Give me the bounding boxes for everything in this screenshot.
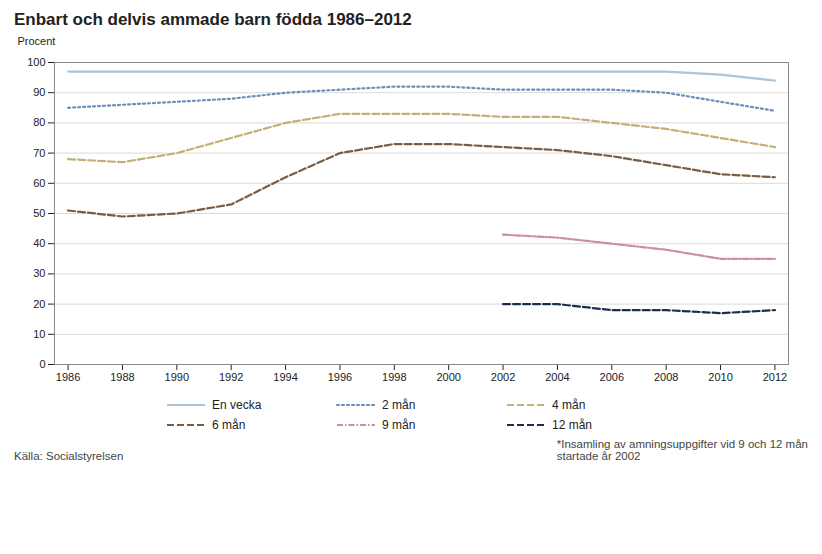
svg-text:2004: 2004 xyxy=(545,371,569,383)
svg-text:2012: 2012 xyxy=(763,371,787,383)
svg-text:20: 20 xyxy=(33,298,45,310)
svg-text:70: 70 xyxy=(33,147,45,159)
svg-text:80: 80 xyxy=(33,116,45,128)
svg-text:1994: 1994 xyxy=(273,371,297,383)
svg-text:30: 30 xyxy=(33,267,45,279)
svg-text:0: 0 xyxy=(39,358,45,370)
html-text:9 mån: 9 mån xyxy=(382,418,416,432)
svg-text:60: 60 xyxy=(33,177,45,189)
svg-text:2006: 2006 xyxy=(600,371,624,383)
svg-text:10: 10 xyxy=(33,328,45,340)
html-text:Enbart och delvis ammade barn: Enbart och delvis ammade barn födda 1986… xyxy=(14,10,412,29)
html-text:2 mån: 2 mån xyxy=(382,398,416,412)
html-text:4 mån: 4 mån xyxy=(552,398,586,412)
svg-text:2002: 2002 xyxy=(491,371,515,383)
html-text:6 mån: 6 mån xyxy=(212,418,246,432)
svg-text:Procent: Procent xyxy=(18,35,56,47)
svg-text:1998: 1998 xyxy=(382,371,406,383)
svg-text:1990: 1990 xyxy=(165,371,189,383)
html-text:Källa: Socialstyrelsen: Källa: Socialstyrelsen xyxy=(14,450,124,462)
svg-text:2010: 2010 xyxy=(708,371,732,383)
svg-text:1986: 1986 xyxy=(56,371,80,383)
svg-text:1996: 1996 xyxy=(328,371,352,383)
svg-text:1988: 1988 xyxy=(110,371,134,383)
svg-text:1992: 1992 xyxy=(219,371,243,383)
html-text:12 mån: 12 mån xyxy=(552,418,592,432)
svg-text:40: 40 xyxy=(33,237,45,249)
svg-text:2008: 2008 xyxy=(654,371,678,383)
svg-text:50: 50 xyxy=(33,207,45,219)
svg-text:100: 100 xyxy=(27,56,45,68)
svg-text:2000: 2000 xyxy=(436,371,460,383)
html-text:En vecka: En vecka xyxy=(212,398,262,412)
svg-text:90: 90 xyxy=(33,86,45,98)
html-text:*Insamling av amningsuppgifter: *Insamling av amningsuppgifter vid 9 och… xyxy=(556,438,808,462)
